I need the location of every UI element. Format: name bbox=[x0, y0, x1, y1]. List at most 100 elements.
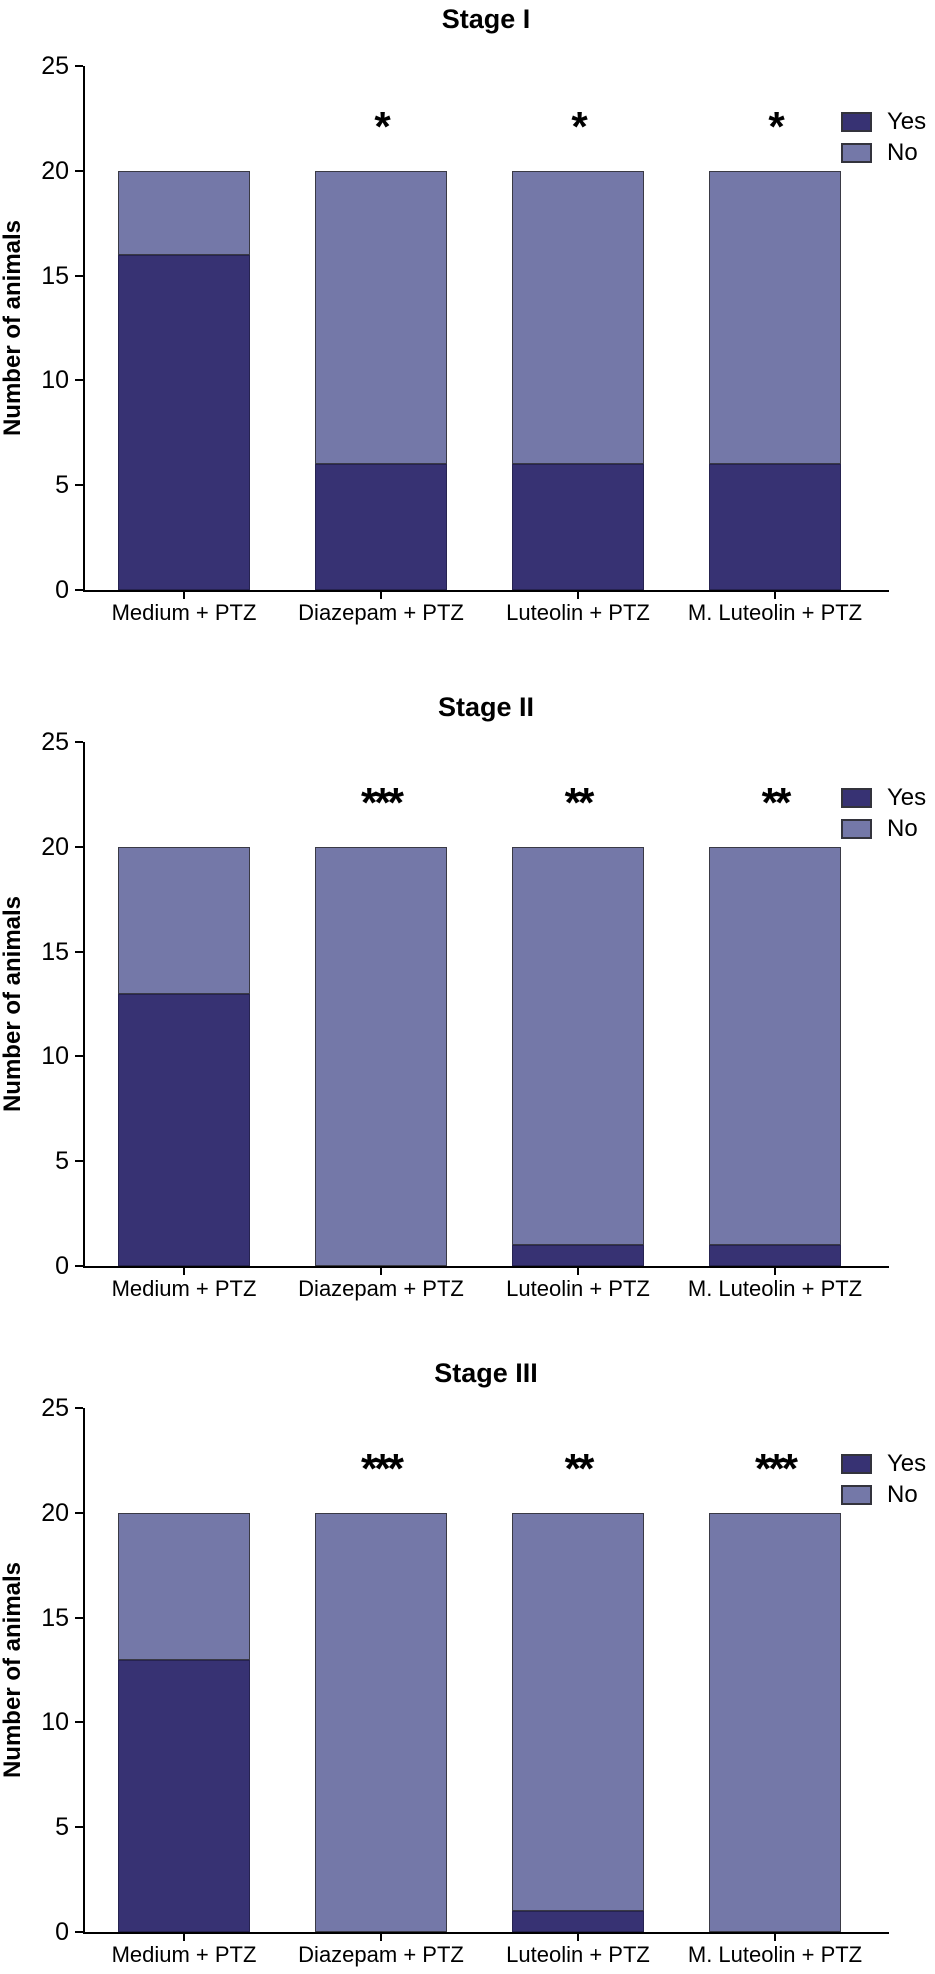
legend-entry-no: No bbox=[841, 1483, 926, 1507]
chart-panel-stage-i: Stage I Number of animals 0 5 10 15 20 25 * * * … bbox=[0, 0, 935, 658]
y-axis-tick bbox=[75, 1160, 83, 1163]
y-axis-tick-label: 25 bbox=[41, 52, 69, 80]
y-axis-tick bbox=[75, 169, 83, 172]
significance-marker: * bbox=[374, 103, 390, 150]
x-tick-label: M. Luteolin + PTZ bbox=[687, 600, 863, 625]
bar-segment-no bbox=[118, 846, 250, 994]
y-axis-tick-label: 25 bbox=[41, 728, 69, 756]
y-axis-tick bbox=[75, 1616, 83, 1619]
bar-segment-no bbox=[512, 846, 644, 1246]
x-tick-label: M. Luteolin + PTZ bbox=[687, 1942, 863, 1967]
legend: Yes No bbox=[841, 110, 926, 172]
bar-segment-yes bbox=[118, 993, 250, 1266]
x-tick-label: Diazepam + PTZ bbox=[298, 1276, 464, 1301]
legend-entry-yes: Yes bbox=[841, 110, 926, 134]
y-axis-tick-label: 15 bbox=[41, 261, 69, 290]
significance-marker: ** bbox=[564, 779, 595, 826]
legend-no-label: No bbox=[887, 139, 918, 166]
x-tick-label: Luteolin + PTZ bbox=[506, 1942, 650, 1967]
y-axis-tick bbox=[75, 741, 83, 743]
significance-marker: *** bbox=[360, 1445, 404, 1492]
y-axis-tick bbox=[75, 1721, 83, 1724]
x-axis-tick bbox=[183, 1934, 185, 1941]
y-axis-tick bbox=[75, 274, 83, 277]
y-axis-tick-label: 5 bbox=[55, 1147, 69, 1176]
x-axis-tick bbox=[380, 1934, 382, 1941]
bar-segment-yes bbox=[315, 464, 447, 590]
y-axis-label: Number of animals bbox=[0, 895, 26, 1113]
y-axis-tick-label: 0 bbox=[55, 1252, 69, 1280]
y-axis-tick-label: 5 bbox=[55, 471, 69, 500]
legend-yes-swatch bbox=[841, 112, 872, 132]
legend-no-swatch bbox=[841, 143, 872, 163]
x-axis-tick bbox=[577, 1268, 579, 1275]
x-tick-label: Diazepam + PTZ bbox=[298, 1942, 464, 1967]
y-axis-tick bbox=[75, 589, 83, 591]
bar-segment-no bbox=[709, 170, 841, 465]
x-tick-label: M. Luteolin + PTZ bbox=[687, 1276, 863, 1301]
y-axis-label: Number of animals bbox=[0, 1561, 26, 1779]
x-tick-label: Luteolin + PTZ bbox=[506, 600, 650, 625]
y-axis-tick bbox=[75, 379, 83, 382]
bar-segment-no bbox=[118, 170, 250, 255]
y-axis-tick-label: 10 bbox=[41, 366, 69, 395]
y-axis-tick bbox=[75, 1931, 83, 1933]
x-axis-labels: Medium + PTZ Diazepam + PTZ Luteolin + P… bbox=[83, 1276, 889, 1306]
x-tick-label: Diazepam + PTZ bbox=[298, 600, 464, 625]
chart-panel-stage-iii: Stage III Number of animals 0 5 10 15 20 25 **… bbox=[0, 1316, 935, 1974]
legend-yes-swatch bbox=[841, 788, 872, 808]
x-axis-tick bbox=[380, 1268, 382, 1275]
bar-segment-no bbox=[315, 1512, 447, 1932]
y-axis-tick bbox=[75, 845, 83, 848]
bar-segment-yes bbox=[709, 464, 841, 590]
chart-title: Stage III bbox=[434, 1358, 538, 1388]
x-axis-tick bbox=[577, 1934, 579, 1941]
plot-area: 0 5 10 15 20 25 * * * bbox=[41, 52, 889, 604]
legend-yes-swatch bbox=[841, 1454, 872, 1474]
legend-entry-no: No bbox=[841, 817, 926, 841]
x-tick-label: Medium + PTZ bbox=[111, 600, 257, 625]
legend-entry-yes: Yes bbox=[841, 1452, 926, 1476]
x-tick-label: Medium + PTZ bbox=[111, 1942, 257, 1967]
legend-yes-label: Yes bbox=[887, 1450, 927, 1477]
x-axis-tick bbox=[577, 592, 579, 599]
x-axis-labels: Medium + PTZ Diazepam + PTZ Luteolin + P… bbox=[83, 600, 889, 630]
y-axis-tick-label: 20 bbox=[41, 832, 69, 861]
y-axis-tick-label: 10 bbox=[41, 1708, 69, 1737]
plot-area: 0 5 10 15 20 25 *** ** ** bbox=[41, 728, 889, 1280]
y-axis-tick-label: 0 bbox=[55, 576, 69, 604]
y-axis-tick bbox=[75, 1511, 83, 1514]
bar-segment-no bbox=[315, 846, 447, 1266]
y-axis-tick bbox=[75, 1265, 83, 1267]
significance-marker: * bbox=[768, 103, 784, 150]
chart-title: Stage I bbox=[441, 4, 531, 34]
y-axis-tick bbox=[75, 65, 83, 67]
significance-marker: *** bbox=[754, 1445, 798, 1492]
legend-no-swatch bbox=[841, 819, 872, 839]
x-axis-tick bbox=[183, 592, 185, 599]
x-tick-label: Medium + PTZ bbox=[111, 1276, 257, 1301]
x-axis-labels: Medium + PTZ Diazepam + PTZ Luteolin + P… bbox=[83, 1942, 889, 1972]
bar-segment-yes bbox=[512, 1911, 644, 1932]
legend: Yes No bbox=[841, 786, 926, 848]
bar-segment-no bbox=[709, 846, 841, 1246]
chart-title: Stage II bbox=[437, 692, 535, 722]
plot-area: 0 5 10 15 20 25 *** ** *** bbox=[41, 1394, 889, 1946]
y-axis-tick-label: 15 bbox=[41, 1603, 69, 1632]
x-axis-tick bbox=[380, 592, 382, 599]
legend: Yes No bbox=[841, 1452, 926, 1514]
significance-marker: *** bbox=[360, 779, 404, 826]
x-tick-label: Luteolin + PTZ bbox=[506, 1276, 650, 1301]
legend-no-swatch bbox=[841, 1485, 872, 1505]
y-axis-tick-label: 0 bbox=[55, 1918, 69, 1946]
y-axis-tick bbox=[75, 1407, 83, 1409]
legend-yes-label: Yes bbox=[887, 784, 927, 811]
bar-segment-yes bbox=[118, 1659, 250, 1932]
bar-segment-yes bbox=[512, 464, 644, 590]
significance-marker: ** bbox=[564, 1445, 595, 1492]
y-axis-tick-label: 20 bbox=[41, 156, 69, 185]
y-axis-tick bbox=[75, 1055, 83, 1058]
legend-no-label: No bbox=[887, 1481, 918, 1508]
y-axis-tick bbox=[75, 950, 83, 953]
significance-marker: * bbox=[571, 103, 587, 150]
